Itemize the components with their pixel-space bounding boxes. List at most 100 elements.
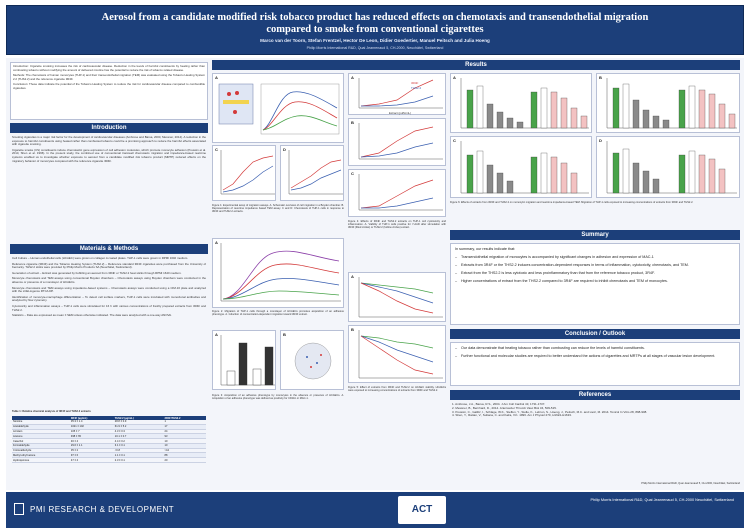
tnf-line-3r4f: [360, 179, 434, 209]
table-cell: 1021 ± 102: [69, 424, 114, 430]
table-cell: Acetaldehyde: [12, 424, 70, 430]
line-3r4f: [360, 79, 434, 107]
bar: [238, 342, 248, 386]
table-cell: 2.3 ± 0.1: [113, 457, 164, 464]
affiliation: Philip Morris International R&D, Quai Je…: [306, 46, 444, 50]
table-cell: 4.4 ± 0.2: [113, 438, 164, 444]
figure-6b-graphics: [606, 78, 737, 129]
table-header-cell: THS2.2 (µg/mL): [113, 416, 164, 420]
figure-3a-panel: A: [212, 330, 276, 390]
figure-1-caption: Figure 1: Experimental setup of migratio…: [212, 204, 344, 214]
line-3r4f: [222, 155, 274, 191]
results-heading: Results: [212, 60, 740, 70]
table-cell: Acetone: [12, 433, 70, 440]
chemical-analysis-table: 3R4F (µg/mL) THS2.2 (µg/mL) 3R4F/THS2.2 Ni…: [12, 416, 206, 464]
intro-paragraph: Smoking cigarettes is a major risk facto…: [12, 136, 206, 147]
table-header-row: 3R4F (µg/mL) THS2.2 (µg/mL) 3R4F/THS2.2: [12, 416, 206, 420]
cell: [235, 91, 239, 95]
figure-6c-panel: C: [450, 136, 592, 198]
figure-5a-graphics: [358, 277, 443, 318]
table-cell: 46 ± 4: [69, 438, 114, 444]
table-cell: 47 ± 4: [69, 457, 114, 464]
figure-1c-panel: C: [212, 145, 276, 201]
reference-item: 2. Messner, B., Bernhard, D., 2014. Arte…: [452, 405, 557, 410]
act-logo: ACT: [398, 496, 446, 524]
methods-paragraph: Cell Culture – Human endothelial cells (…: [12, 257, 189, 260]
reference-item: 4. Shen, Y., Rattan, V., Sultana, C. and…: [452, 413, 572, 418]
conclusion-point: Further functional and molecular studies…: [455, 354, 735, 359]
membrane: [223, 100, 249, 104]
cell-index-line-control: [262, 115, 338, 131]
panel-label-a: A: [215, 332, 218, 337]
table-header-cell: 3R4F (µg/mL): [69, 416, 114, 420]
panel-label-a: A: [215, 75, 218, 80]
panel-label-a: A: [215, 240, 218, 245]
table-cell: 10: [163, 443, 206, 449]
panel-label-c: C: [215, 147, 218, 152]
figure-6a-panel: A: [450, 73, 592, 133]
panel-label-c: C: [351, 171, 354, 176]
reference-item: 1. Ambrose, J.A., Barua, R.S., 2004. J A…: [452, 403, 546, 406]
summary-point: Extracts from 3R4F or the THS2.2 induces…: [455, 263, 735, 268]
table-caption: Table 1: Relative chemical analysis of 3…: [12, 410, 91, 413]
panel-label-b: B: [351, 327, 354, 332]
figure-1d-panel: D: [280, 145, 344, 201]
table-row: Acetaldehyde 1021 ± 102 61.9 ± 5.2 17: [12, 424, 206, 430]
figure-3b-panel: B: [280, 330, 344, 390]
figure-1-graphics: [218, 83, 340, 135]
table-cell: 10.1 ± 0.7: [113, 433, 164, 440]
figure-1d-graphics: [288, 150, 343, 195]
figure-4b-panel: B: [348, 118, 446, 166]
poster-footer: PMI RESEARCH & DEVELOPMENT ACT Philip Mo…: [6, 492, 744, 528]
figure-6b-panel: B: [596, 73, 740, 133]
summary-heading: Summary: [450, 230, 740, 240]
abstract-methods: Methods: The chemotaxis of human monocyt…: [13, 73, 205, 81]
figure-5a-panel: A: [348, 272, 446, 322]
title-line-2: compared to smoke from conventional ciga…: [266, 24, 484, 35]
reference-item: 3. Poussin, C., Gallitz, I., Schlage, W.…: [452, 409, 648, 414]
summary-box: In summary, our results indicate that: T…: [450, 243, 740, 325]
table-cell: 105 ± 7: [69, 429, 114, 435]
il8-line-ths: [360, 142, 434, 158]
table-cell: Hydroquinone: [12, 457, 70, 464]
methods-paragraph: Cytotoxicity and inflammation assays – T…: [12, 303, 206, 312]
table-cell: 1: [163, 420, 206, 425]
figure-2-panel: A: [212, 238, 344, 308]
methods-paragraph: Statistics – Data are expressed as mean …: [12, 313, 172, 318]
introduction-heading: Introduction: [10, 123, 208, 133]
summary-point: Transendothelial migration of monocytes …: [455, 255, 735, 260]
il8-line-3r4f: [360, 126, 434, 158]
xlabel-extract: Extract (puffs/mL): [389, 111, 411, 115]
table-cell: Nicotine: [12, 420, 70, 425]
table-cell: Acrolein: [12, 429, 70, 435]
figure-6a-graphics: [460, 78, 589, 129]
table-row: Crotonaldehyde 35 ± 2 <0.8 >44: [12, 448, 206, 454]
cell-index-line-ths: [262, 91, 338, 131]
figure-5-caption: Figure 5: Effect of extracts from 3R4F a…: [348, 386, 446, 393]
table-cell: <0.8: [113, 448, 164, 454]
summary-point: Extract from the THS2.2 is less cytotoxi…: [455, 271, 735, 276]
migration-line: [222, 263, 340, 300]
panel-label-a: A: [351, 274, 354, 279]
summary-list: Transendothelial migration of monocytes …: [455, 255, 735, 284]
table-cell: 61.9 ± 5.2: [113, 424, 164, 430]
table-cell: Catechol: [12, 438, 70, 444]
table-cell: 97 ± 6: [69, 452, 114, 459]
line-3r4f: [290, 159, 342, 189]
table-row: Acrolein 105 ± 7 4.3 ± 0.3 24: [12, 429, 206, 435]
panel-label-d: D: [283, 147, 286, 152]
table-cell: 20: [163, 457, 206, 464]
figure-1-panel: A: [212, 73, 344, 143]
table-row: Methyl ethyl ketone 97 ± 6 1.1 ± 0.1 88: [12, 452, 206, 459]
introduction-text: Smoking cigarettes is a major risk facto…: [12, 136, 206, 240]
methods-paragraph: Generation of extract – Extract was gene…: [12, 270, 182, 275]
panel-label-a: A: [453, 75, 456, 80]
table-row: Nicotine 35.3 ± 1.4 28.8 ± 0.9 1: [12, 420, 206, 425]
table-cell: 35.3 ± 1.4: [69, 420, 114, 425]
figure-3-caption: Figure 3: Acquisition of an adhesive phe…: [212, 394, 344, 401]
figure-6d-panel: D: [596, 136, 740, 198]
table-cell: 35 ± 2: [69, 448, 114, 454]
methods-paragraph: Monocyte chemotaxis and TEM assays using…: [12, 276, 206, 284]
table-cell: 10: [163, 438, 206, 444]
table-row: Acetone 938 ± 65 10.1 ± 0.7 93: [12, 433, 206, 440]
